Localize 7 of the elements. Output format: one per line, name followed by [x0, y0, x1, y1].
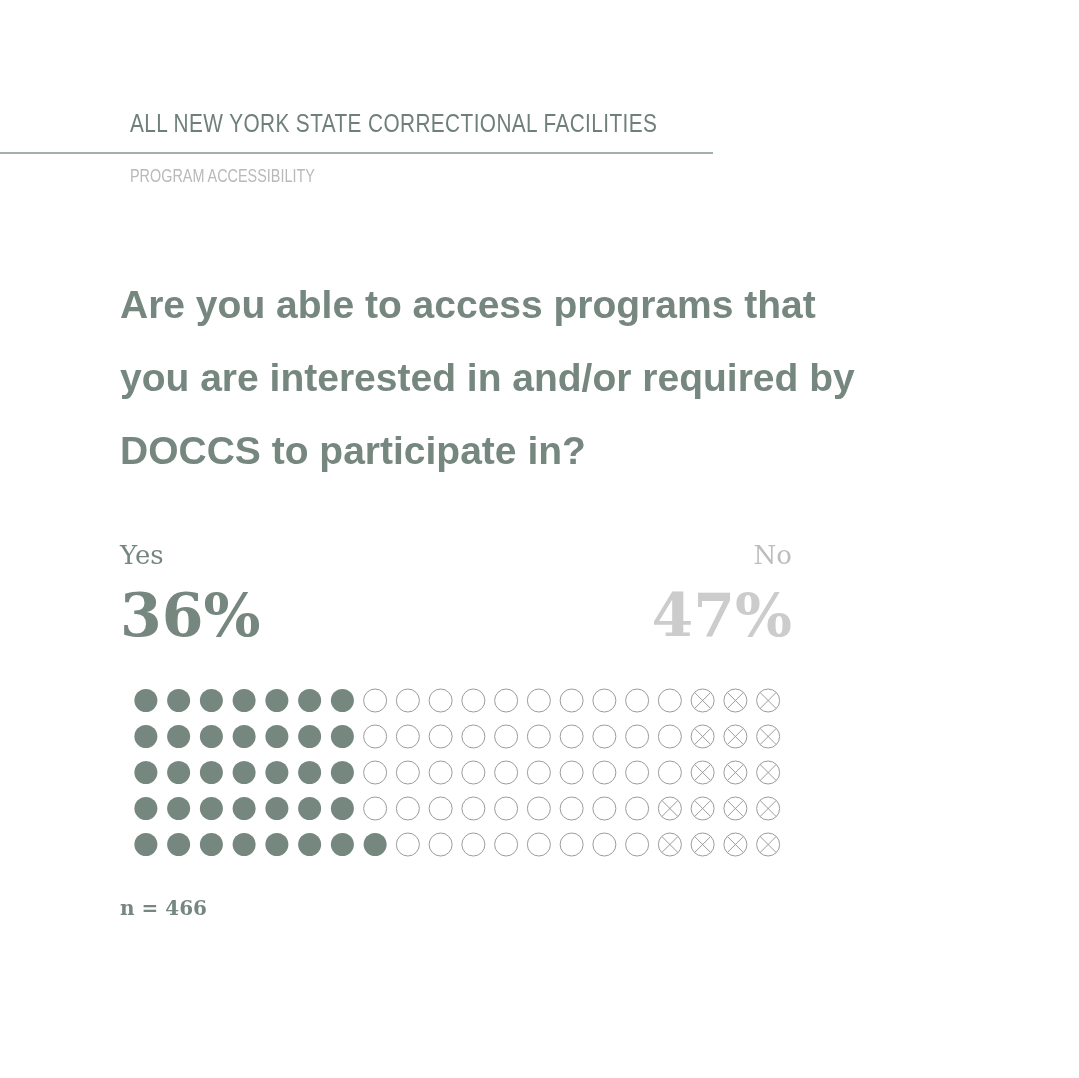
text: PROGRAM ACCESSIBILITY: [130, 166, 315, 187]
text: Are you able to access programs that you are interested in and/or required by DOCCS to participate in?: [120, 282, 856, 474]
text: ALL NEW YORK STATE CORRECTIONAL FACILITIES: [130, 108, 658, 139]
category-label: Yes: [120, 540, 164, 570]
data-label: 36%: [120, 580, 261, 650]
category-label: No: [753, 540, 792, 570]
text: n = 466: [120, 896, 207, 920]
